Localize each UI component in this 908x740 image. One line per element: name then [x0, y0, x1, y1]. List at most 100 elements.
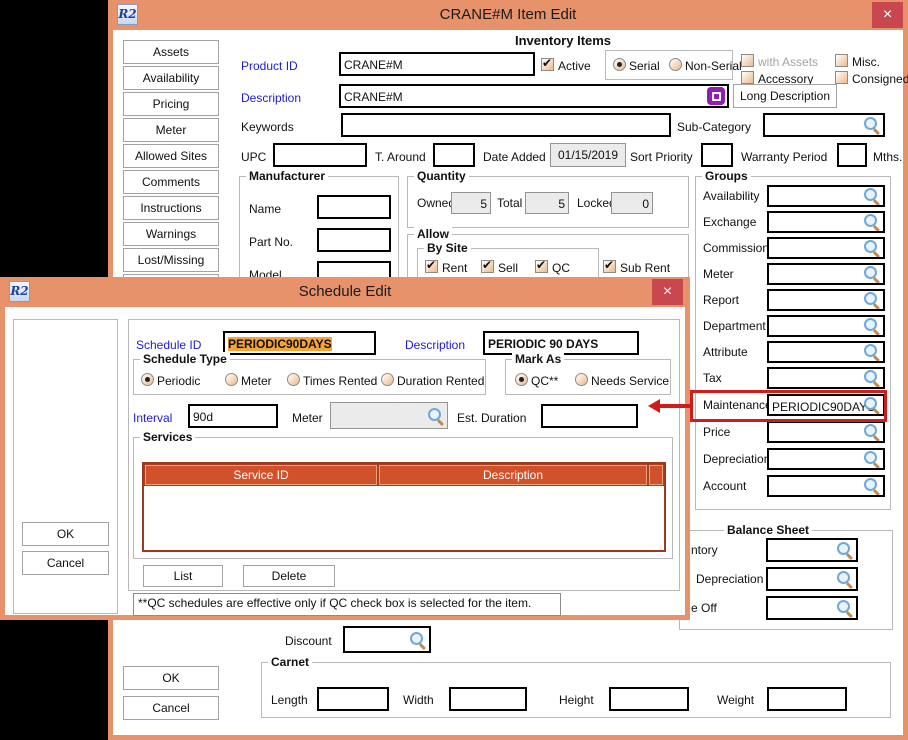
- balance-inventory-field[interactable]: [766, 538, 858, 562]
- weight-field[interactable]: [767, 687, 847, 711]
- long-description-button[interactable]: Long Description: [733, 84, 837, 108]
- active-checkbox[interactable]: [541, 56, 554, 71]
- with-assets-checkbox[interactable]: [741, 54, 754, 67]
- group-field-depreciation[interactable]: [767, 448, 885, 470]
- consigned-checkbox[interactable]: [835, 71, 848, 84]
- search-icon[interactable]: [864, 266, 880, 282]
- sidebar-item-instructions[interactable]: Instructions: [123, 196, 219, 220]
- search-icon[interactable]: [864, 117, 880, 133]
- expand-description-icon[interactable]: [707, 87, 725, 105]
- search-icon[interactable]: [864, 318, 880, 334]
- rent-label: Rent: [442, 261, 468, 275]
- annotation-box: [690, 390, 887, 422]
- upc-field[interactable]: [273, 143, 367, 167]
- interval-field[interactable]: 90d: [188, 404, 278, 428]
- est-duration-field[interactable]: [541, 404, 638, 428]
- serial-label: Serial: [629, 59, 660, 73]
- schedule-description-field[interactable]: PERIODIC 90 DAYS: [483, 331, 639, 355]
- column-header-service-id[interactable]: Service ID: [145, 465, 377, 485]
- product-id-field[interactable]: CRANE#M: [339, 52, 535, 76]
- sidebar-item-pricing[interactable]: Pricing: [123, 92, 219, 116]
- sidebar-item-meter[interactable]: Meter: [123, 118, 219, 142]
- search-icon[interactable]: [428, 407, 444, 424]
- times-rented-radio[interactable]: [287, 373, 300, 386]
- schedule-cancel-button[interactable]: Cancel: [22, 551, 109, 575]
- column-header-description[interactable]: Description: [379, 465, 647, 485]
- list-button[interactable]: List: [143, 565, 223, 587]
- sell-checkbox[interactable]: [481, 258, 494, 273]
- height-field[interactable]: [609, 687, 689, 711]
- periodic-radio[interactable]: [141, 373, 154, 386]
- non-serial-radio[interactable]: [669, 58, 682, 71]
- group-field-department[interactable]: [767, 315, 885, 337]
- sidebar-item-lost-missing[interactable]: Lost/Missing: [123, 248, 219, 272]
- search-icon[interactable]: [864, 292, 880, 308]
- mark-as-legend: Mark As: [512, 352, 565, 366]
- serial-radio[interactable]: [613, 58, 626, 71]
- duration-rented-radio[interactable]: [381, 373, 394, 386]
- t-around-field[interactable]: [433, 143, 475, 167]
- group-field-account[interactable]: [767, 475, 885, 497]
- sidebar-item-allowed-sites[interactable]: Allowed Sites: [123, 144, 219, 168]
- group-field-commission[interactable]: [767, 237, 885, 259]
- mfr-name-field[interactable]: [317, 195, 391, 219]
- cancel-button[interactable]: Cancel: [123, 696, 219, 720]
- group-field-maintenance[interactable]: PERIODIC90DAYS: [767, 394, 885, 416]
- group-field-availability[interactable]: [767, 185, 885, 207]
- discount-field[interactable]: [343, 626, 431, 653]
- search-icon[interactable]: [837, 600, 853, 616]
- qc-radio[interactable]: [515, 373, 528, 386]
- search-icon[interactable]: [864, 240, 880, 256]
- misc-checkbox[interactable]: [835, 54, 848, 67]
- delete-button[interactable]: Delete: [243, 565, 335, 587]
- sidebar-item-assets[interactable]: Assets: [123, 40, 219, 64]
- sub-rent-checkbox[interactable]: [603, 258, 616, 273]
- search-icon[interactable]: [837, 542, 853, 558]
- search-icon[interactable]: [864, 214, 880, 230]
- sidebar-item-comments[interactable]: Comments: [123, 170, 219, 194]
- search-icon[interactable]: [864, 370, 880, 386]
- width-field[interactable]: [449, 687, 527, 711]
- meter-radio[interactable]: [225, 373, 238, 386]
- needs-service-radio[interactable]: [575, 373, 588, 386]
- warranty-period-field[interactable]: [837, 143, 867, 167]
- group-field-attribute[interactable]: [767, 341, 885, 363]
- length-field[interactable]: [317, 687, 389, 711]
- close-icon[interactable]: ×: [652, 279, 683, 305]
- mfr-partno-field[interactable]: [317, 228, 391, 252]
- sort-priority-field[interactable]: [701, 143, 733, 167]
- group-field-report[interactable]: [767, 289, 885, 311]
- balance-writeoff-field[interactable]: [766, 596, 858, 620]
- qc-checkbox[interactable]: [535, 258, 548, 273]
- search-icon[interactable]: [864, 397, 880, 413]
- schedule-id-field[interactable]: PERIODIC90DAYS: [223, 331, 376, 355]
- accessory-checkbox[interactable]: [741, 71, 754, 84]
- consigned-label: Consigned: [852, 72, 908, 86]
- search-icon[interactable]: [864, 478, 880, 494]
- group-field-meter[interactable]: [767, 263, 885, 285]
- search-icon[interactable]: [837, 571, 853, 587]
- search-icon[interactable]: [864, 451, 880, 467]
- rent-checkbox[interactable]: [425, 258, 438, 273]
- schedule-ok-button[interactable]: OK: [22, 522, 109, 546]
- search-icon[interactable]: [864, 188, 880, 204]
- description-field[interactable]: CRANE#M: [339, 84, 729, 108]
- manufacturer-legend: Manufacturer: [246, 169, 329, 183]
- search-icon[interactable]: [410, 631, 426, 648]
- group-field-tax[interactable]: [767, 367, 885, 389]
- keywords-field[interactable]: [341, 113, 671, 137]
- search-icon[interactable]: [864, 344, 880, 360]
- date-added-label: Date Added: [483, 150, 546, 164]
- close-icon[interactable]: ×: [872, 2, 903, 28]
- sidebar-item-warnings[interactable]: Warnings: [123, 222, 219, 246]
- app-icon: R2: [117, 4, 138, 25]
- services-table[interactable]: Service ID Description: [142, 462, 666, 552]
- sidebar-item-availability[interactable]: Availability: [123, 66, 219, 90]
- group-field-exchange[interactable]: [767, 211, 885, 233]
- group-field-price[interactable]: [767, 421, 885, 443]
- balance-depreciation-field[interactable]: [766, 567, 858, 591]
- sub-category-field[interactable]: [763, 113, 885, 137]
- ok-button[interactable]: OK: [123, 666, 219, 690]
- schedule-left-panel: [13, 319, 118, 614]
- search-icon[interactable]: [864, 424, 880, 440]
